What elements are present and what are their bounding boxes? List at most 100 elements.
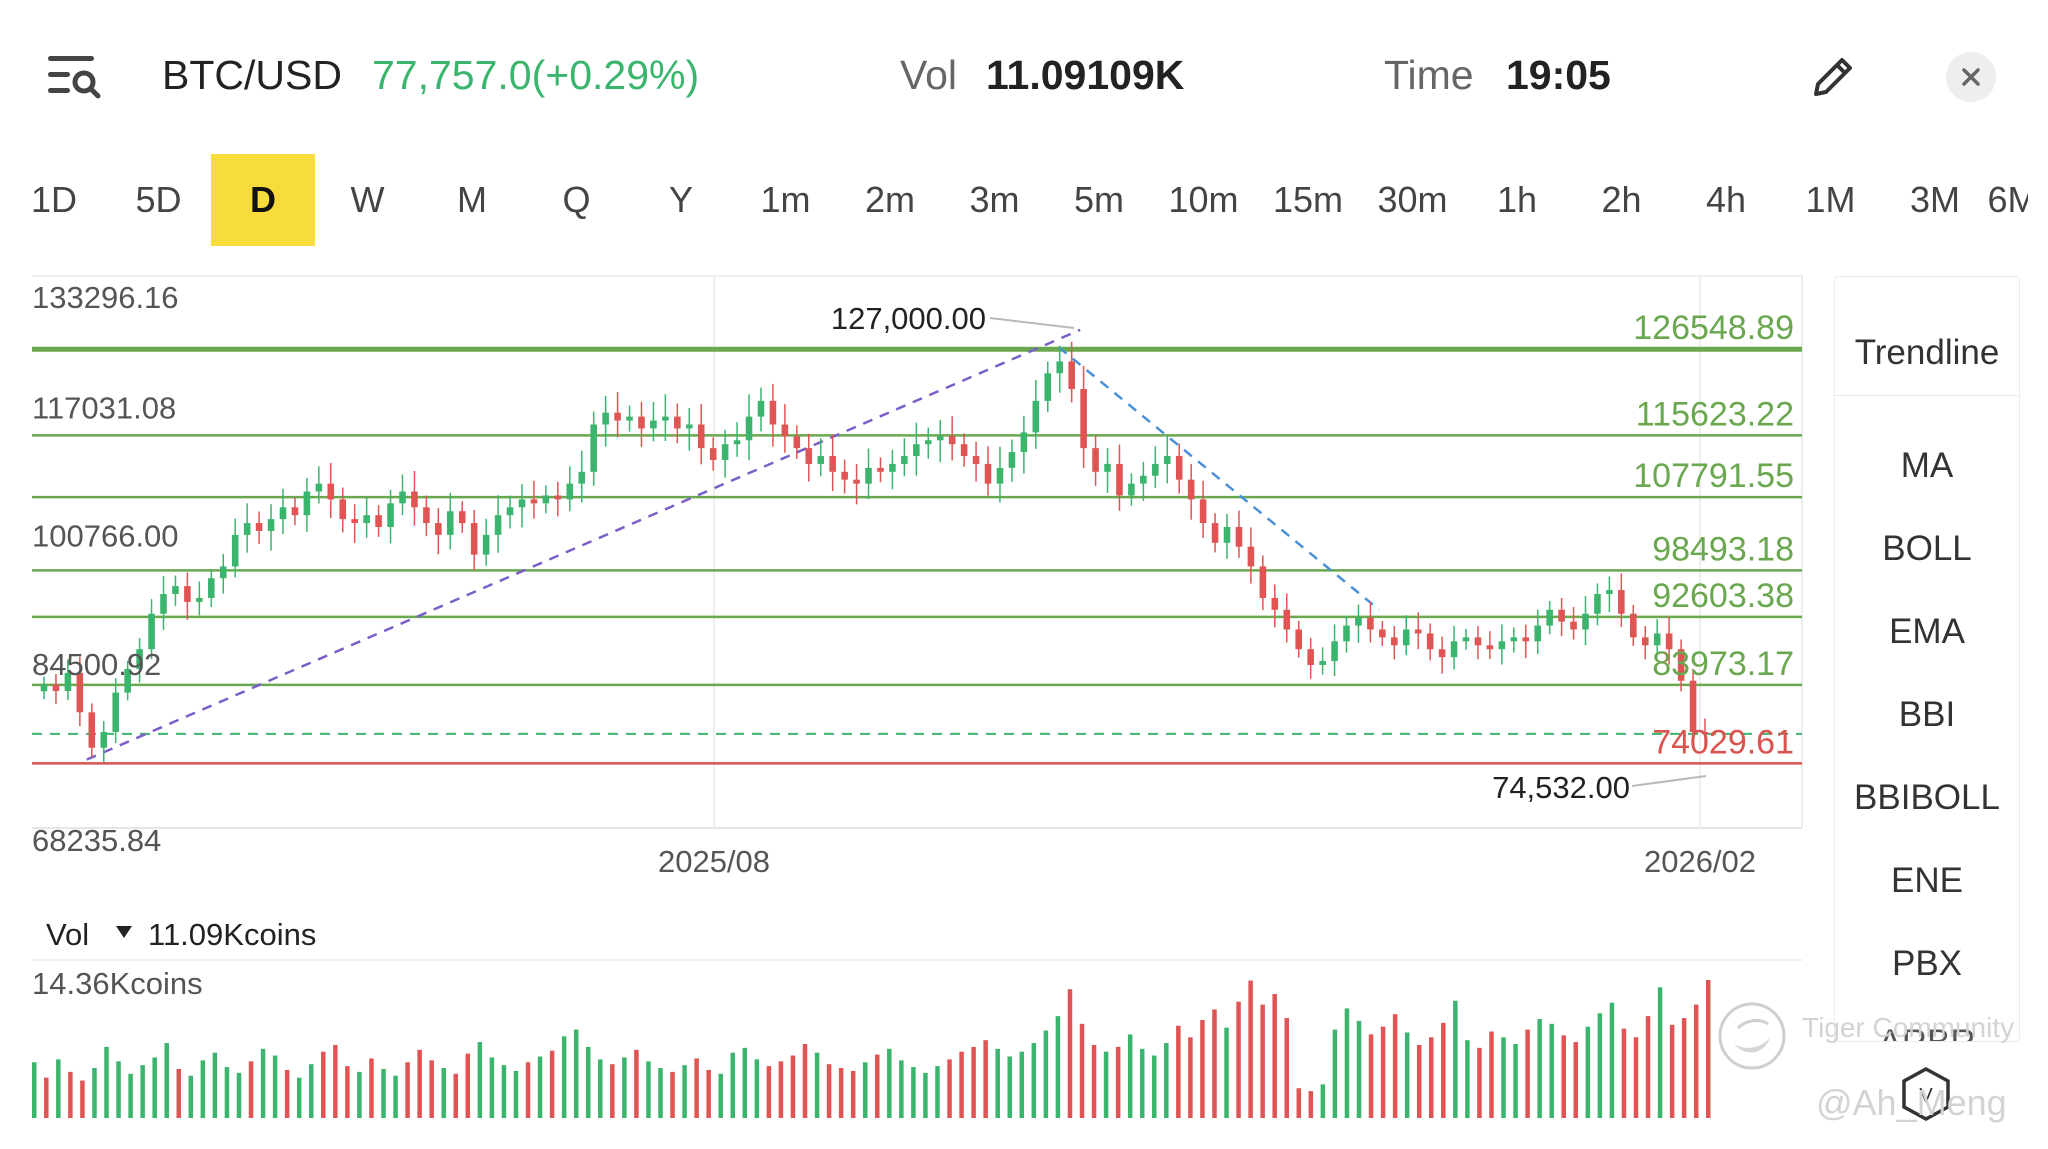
tab-w[interactable]: W (350, 179, 385, 220)
volume-bar (1693, 1004, 1699, 1118)
hexagon-logo-icon: V (1902, 1067, 1950, 1121)
indicator-boll[interactable]: BOLL (1882, 529, 1972, 568)
svg-text:V: V (1919, 1085, 1933, 1107)
close-icon[interactable] (1946, 52, 1996, 102)
trendline (1057, 346, 1381, 611)
tab-30m[interactable]: 30m (1377, 179, 1448, 220)
candle-body (1546, 609, 1553, 626)
tab-5d[interactable]: 5D (135, 179, 182, 220)
volume-bar (1609, 1002, 1615, 1118)
volume-bar (188, 1075, 194, 1118)
volume-bar (1164, 1043, 1169, 1118)
candle-body (817, 456, 825, 464)
tab-1m[interactable]: 1m (760, 179, 811, 220)
tab-2m[interactable]: 2m (864, 179, 915, 220)
volume-bar (718, 1073, 723, 1118)
candle-body (184, 586, 191, 602)
volume-bar (1344, 1008, 1350, 1118)
indicator-ema[interactable]: EMA (1889, 612, 1965, 651)
tab-6m[interactable]: 6M (1987, 179, 2028, 220)
volume-bar (1296, 1088, 1302, 1118)
volume-bar (1633, 1037, 1639, 1118)
tab-1m[interactable]: 1M (1805, 179, 1856, 220)
volume-bar (670, 1071, 675, 1118)
candle-body (1522, 637, 1530, 642)
candle-body (1343, 625, 1350, 642)
candle-body (387, 503, 394, 527)
volume-bar (634, 1049, 639, 1118)
candle-body (1426, 633, 1434, 650)
volume-bar (1115, 1046, 1121, 1118)
low-annotation: 74,532.00 (1492, 770, 1630, 805)
candle-body (1689, 680, 1697, 733)
candle-body (1104, 463, 1111, 472)
symbol-label: BTC/USD (162, 52, 342, 98)
candle-body (1474, 637, 1482, 646)
tab-1h[interactable]: 1h (1496, 179, 1538, 220)
tab-y[interactable]: Y (668, 179, 693, 220)
candle-body (674, 416, 681, 429)
volume-bar (1176, 1025, 1181, 1118)
volume-bar (706, 1069, 711, 1118)
candle-body (1056, 361, 1064, 374)
tab-5m[interactable]: 5m (1073, 179, 1124, 220)
candle-body (1582, 613, 1589, 630)
indicator-bbi[interactable]: BBI (1898, 695, 1956, 734)
volume-bar (850, 1070, 856, 1118)
indicator-ma[interactable]: MA (1900, 446, 1954, 485)
y-axis-label: 133296.16 (32, 280, 179, 315)
indicator-arbr[interactable]: ARBR (1835, 1013, 2019, 1041)
volume-bar (381, 1068, 386, 1118)
tab-m[interactable]: M (457, 179, 487, 220)
volume-bar (1404, 1032, 1410, 1118)
candle-body (1140, 475, 1147, 484)
tab-4h[interactable]: 4h (1705, 179, 1747, 220)
volume-bar (1573, 1042, 1579, 1118)
volume-label: Vol (900, 52, 957, 98)
volume-bar (1489, 1031, 1494, 1118)
tab-2h[interactable]: 2h (1601, 179, 1642, 220)
volume-bar (176, 1068, 182, 1118)
volume-bar (357, 1071, 362, 1118)
indicator-pbx[interactable]: PBX (1891, 944, 1963, 983)
caret-down-icon (116, 926, 132, 938)
candle-body (709, 448, 717, 460)
x-axis-label: 2026/02 (1644, 844, 1756, 879)
candle-body (1558, 609, 1565, 622)
volume-bar (561, 1036, 567, 1118)
tab-10m[interactable]: 10m (1168, 179, 1239, 220)
candle-body (1665, 633, 1673, 650)
volume-bar (598, 1059, 603, 1118)
pencil-icon[interactable] (1808, 52, 1858, 102)
indicator-ene[interactable]: ENE (1891, 861, 1963, 900)
tab-3m[interactable]: 3m (969, 179, 1020, 220)
trendline-button[interactable]: Trendline (1835, 311, 2019, 396)
menu-search-icon[interactable] (46, 52, 102, 102)
candle-body (1438, 649, 1446, 658)
volume-bar (1212, 1009, 1217, 1118)
volume-bar (465, 1053, 471, 1118)
price-chart[interactable]: 126548.89 115623.22 107791.55 98493.18 92603… (0, 268, 1830, 1128)
candle-body (554, 495, 562, 500)
volume-bar (537, 1056, 543, 1118)
volume-bar (573, 1029, 579, 1118)
tab-3m[interactable]: 3M (1909, 179, 1960, 220)
tab-q[interactable]: Q (562, 179, 591, 220)
candle-body (52, 684, 60, 692)
candle-body (1044, 373, 1052, 401)
candle-body (470, 523, 478, 555)
candle-body (626, 416, 633, 421)
volume-bar (1501, 1037, 1506, 1118)
volume-bar (1597, 1013, 1603, 1118)
volume-bar (971, 1046, 976, 1118)
volume-bar (826, 1064, 832, 1118)
tab-1d[interactable]: 1D (30, 179, 78, 220)
volume-bar (923, 1072, 928, 1118)
volume-bar (814, 1052, 820, 1118)
tab-15m[interactable]: 15m (1272, 179, 1344, 220)
tab-d[interactable]: D (211, 154, 315, 246)
volume-bar (1706, 980, 1711, 1118)
indicator-bbiboll[interactable]: BBIBOLL (1854, 778, 2000, 817)
candle-body (447, 511, 454, 535)
candle-body (1283, 609, 1291, 630)
